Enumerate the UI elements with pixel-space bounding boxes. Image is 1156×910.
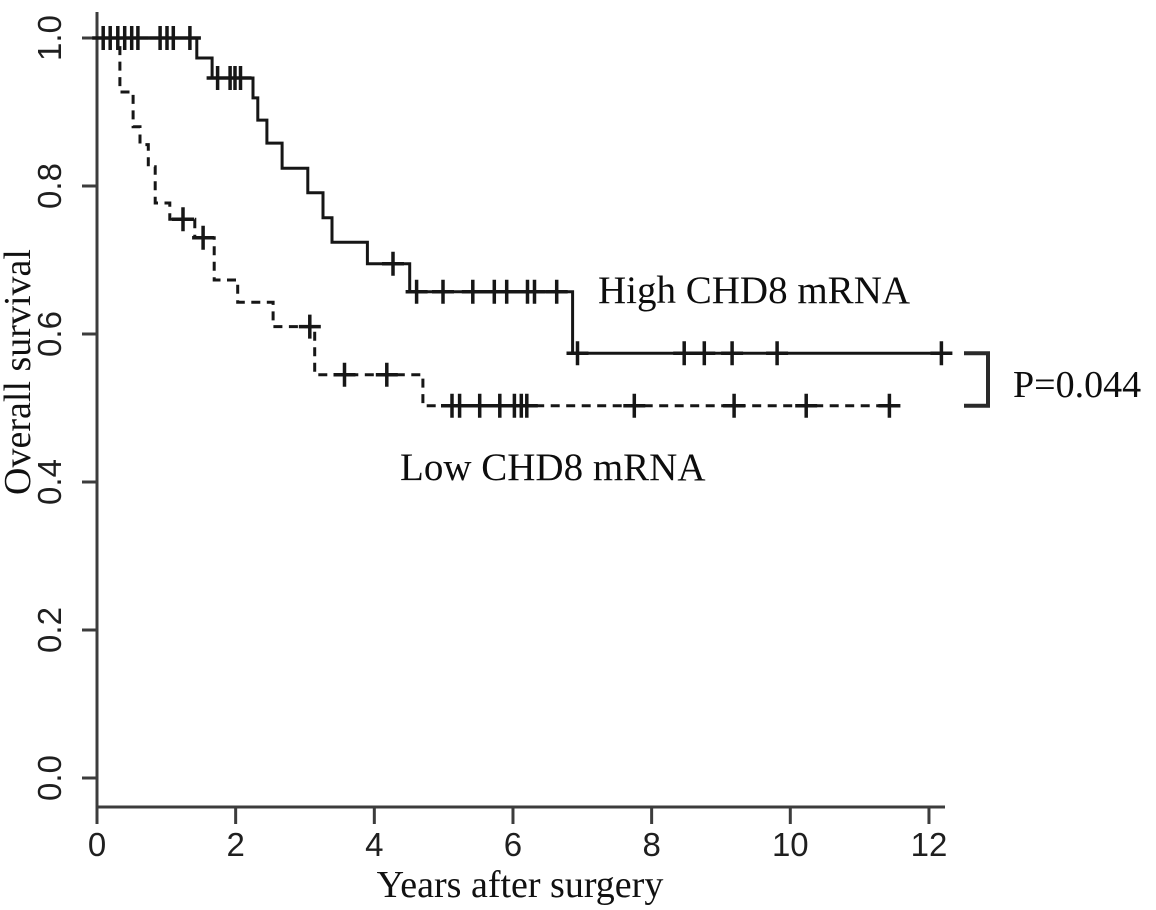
x-tick-label: 6 bbox=[504, 826, 522, 863]
high-chd8-censor-marks bbox=[92, 26, 953, 366]
x-axis-title: Years after surgery bbox=[377, 864, 664, 906]
y-axis-ticks bbox=[82, 36, 97, 780]
high-curve-label: High CHD8 mRNA bbox=[598, 269, 910, 312]
x-axis-ticks bbox=[95, 807, 931, 824]
pvalue-bracket bbox=[964, 351, 990, 408]
y-tick-label: 1.0 bbox=[31, 15, 68, 61]
x-tick-label: 12 bbox=[911, 826, 948, 863]
x-tick-label: 10 bbox=[772, 826, 809, 863]
low-chd8-censor-marks bbox=[172, 207, 901, 418]
x-tick-label: 8 bbox=[642, 826, 660, 863]
x-axis-tick-labels: 0 2 4 6 8 10 12 bbox=[88, 826, 947, 863]
x-tick-label: 2 bbox=[226, 826, 244, 863]
y-axis-tick-labels: 0.0 0.2 0.4 0.6 0.8 1.0 bbox=[31, 15, 68, 801]
x-tick-label: 0 bbox=[88, 826, 106, 863]
pvalue-label: P=0.044 bbox=[1013, 364, 1141, 406]
low-curve-label: Low CHD8 mRNA bbox=[400, 446, 706, 489]
y-tick-label: 0.0 bbox=[31, 755, 68, 801]
x-tick-label: 4 bbox=[365, 826, 383, 863]
y-tick-label: 0.6 bbox=[31, 311, 68, 357]
y-tick-label: 0.2 bbox=[31, 607, 68, 653]
y-axis-title: Overall survival bbox=[0, 249, 39, 495]
y-tick-label: 0.8 bbox=[31, 163, 68, 209]
y-tick-label: 0.4 bbox=[31, 459, 68, 505]
